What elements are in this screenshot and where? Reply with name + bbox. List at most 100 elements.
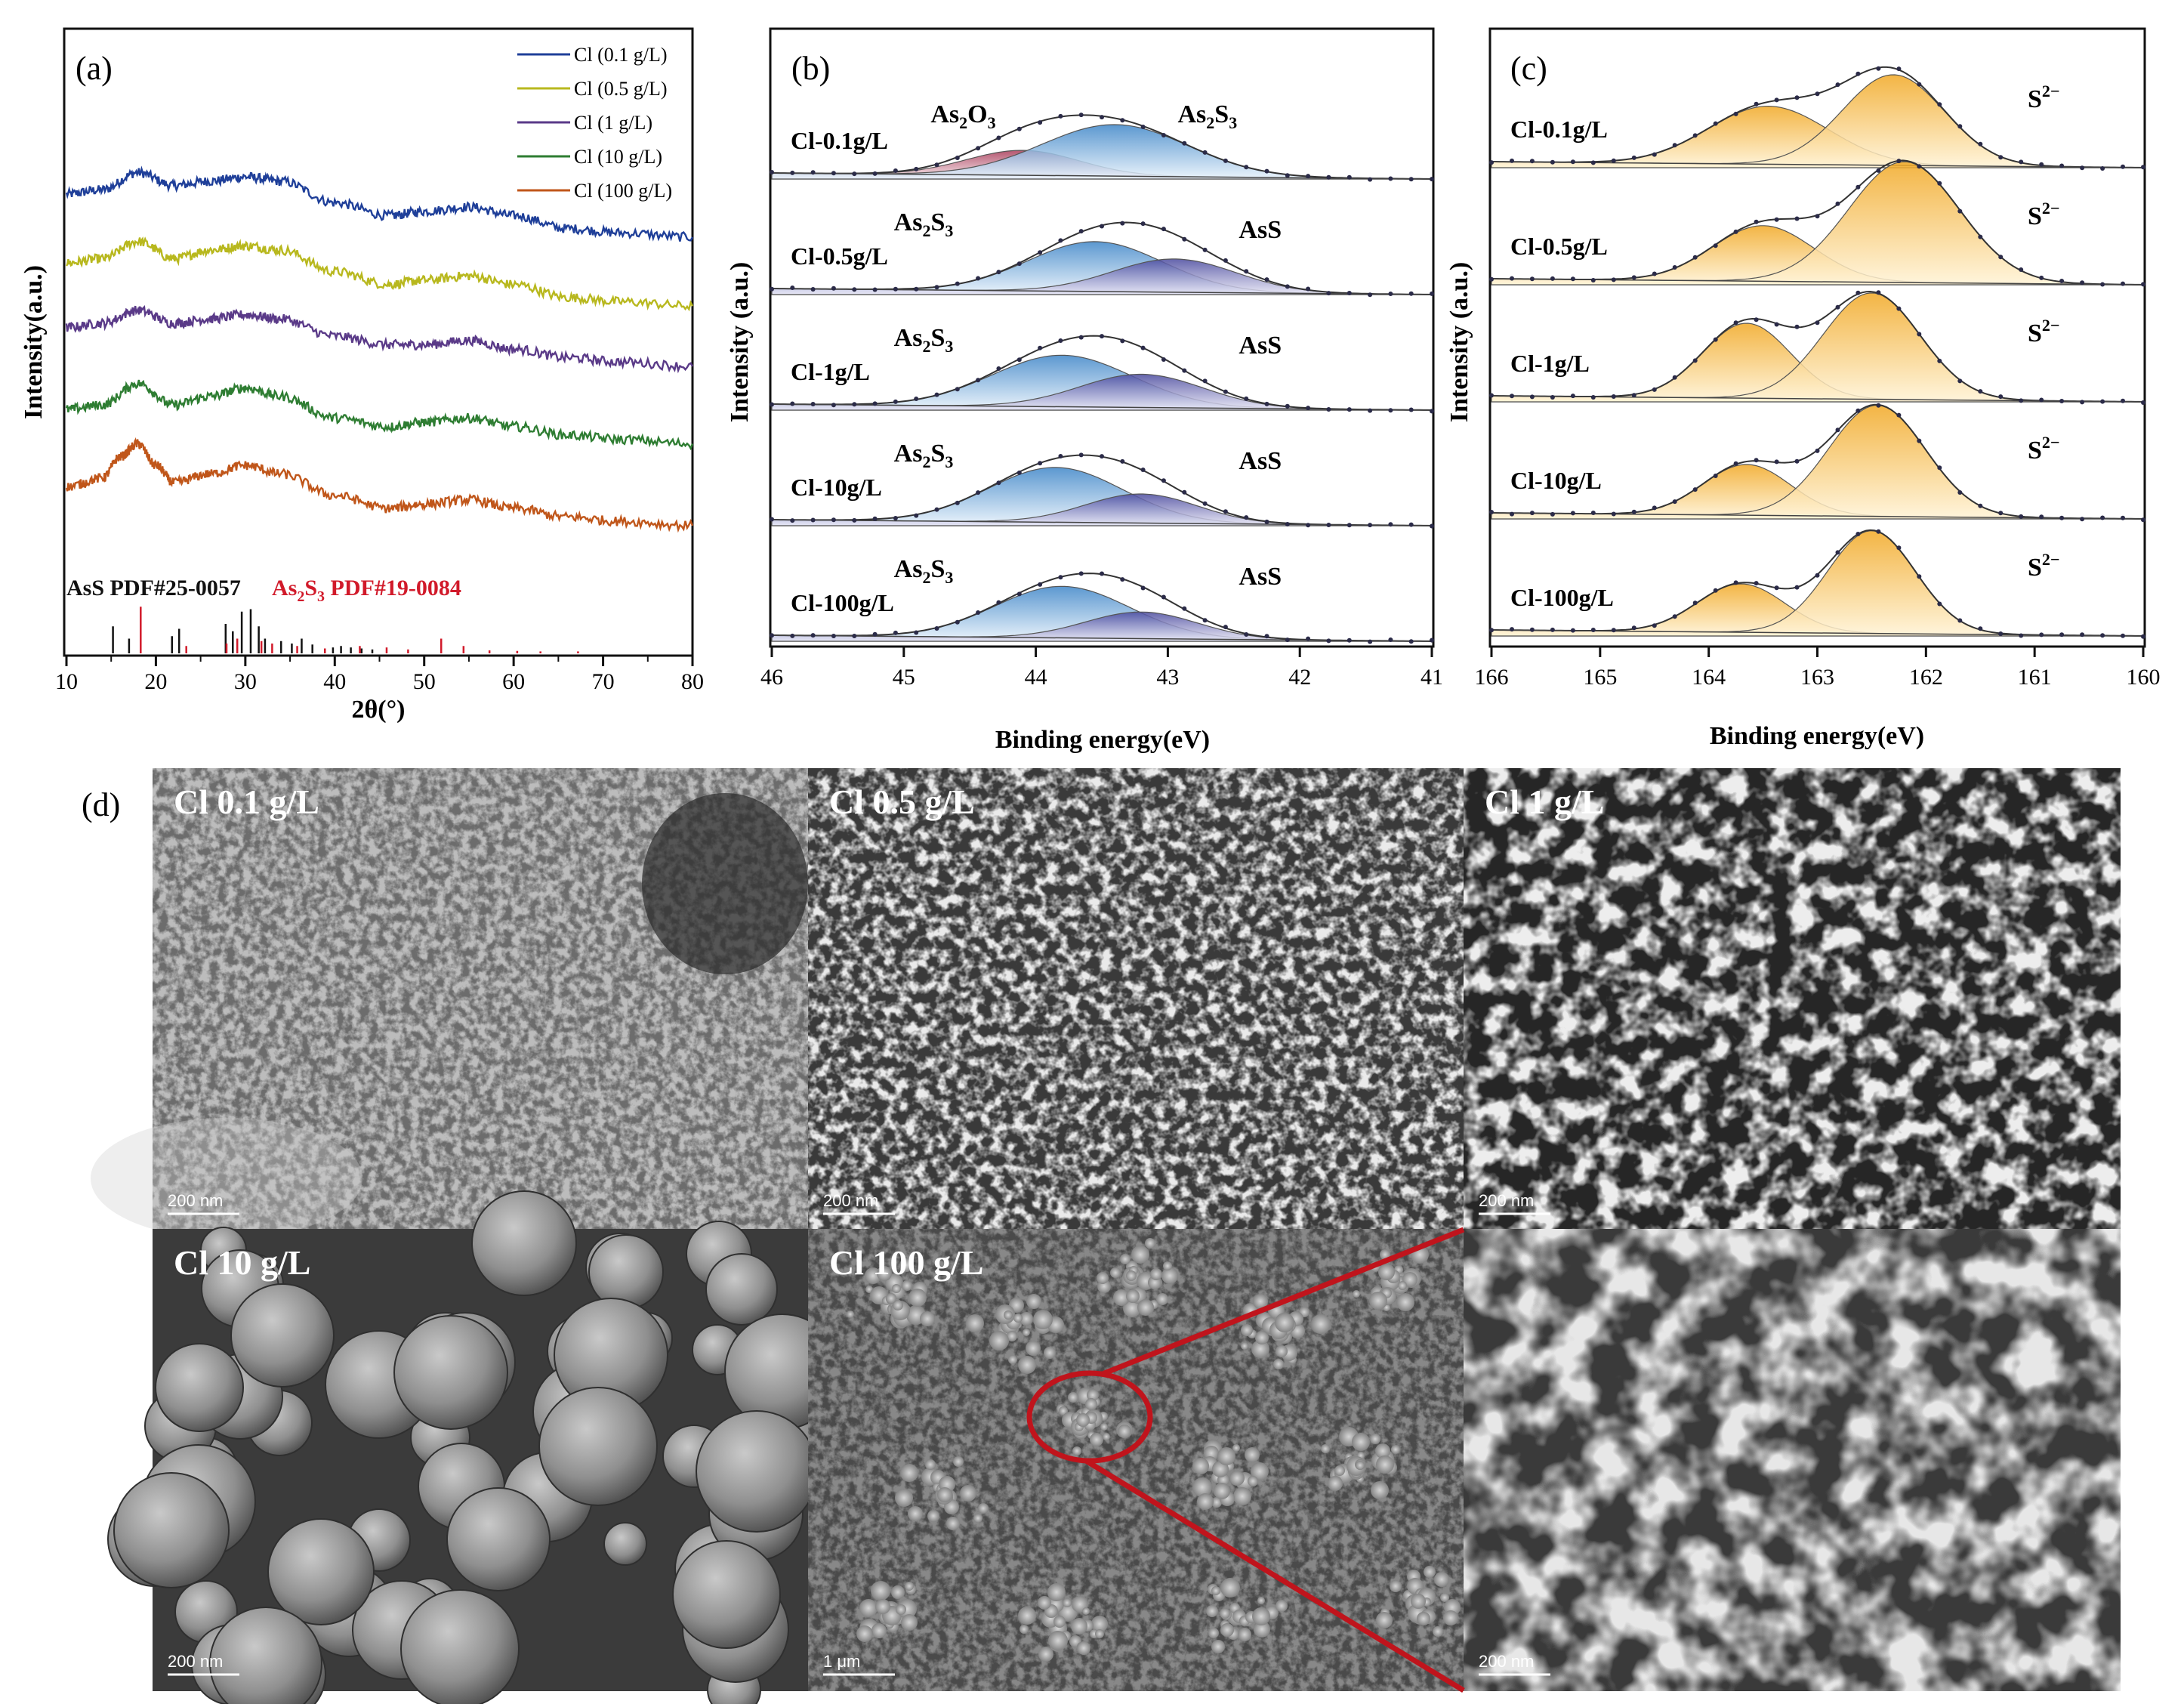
sem-cluster-particle	[1161, 1267, 1178, 1284]
data-point	[1876, 290, 1881, 295]
data-point	[1754, 581, 1759, 586]
data-point	[1774, 585, 1779, 591]
component-label: As2S3	[894, 208, 954, 240]
sem-cluster-particle	[925, 1459, 936, 1470]
data-point	[1957, 490, 1963, 495]
data-point	[1896, 545, 1902, 551]
sem-cluster-particle	[1163, 1261, 1172, 1270]
data-point	[1937, 358, 1942, 363]
data-point	[2121, 281, 2125, 286]
data-point	[1794, 585, 1800, 590]
xps-as-y-axis-title: Intensity (a.u.)	[726, 262, 754, 423]
x-tick-label: 42	[1288, 665, 1311, 690]
data-point	[1957, 208, 1963, 214]
sem-cluster-particle	[1391, 1445, 1400, 1454]
data-point	[1140, 345, 1146, 350]
sem-cluster-particle	[1229, 1471, 1245, 1486]
legend-label: Cl (1 g/L)	[574, 112, 652, 134]
data-point	[1264, 277, 1269, 282]
sem-cluster-particle	[1434, 1572, 1449, 1587]
data-point	[1652, 152, 1657, 157]
data-point	[1058, 238, 1063, 243]
sem-cluster-particle	[1417, 1612, 1430, 1625]
sem-cluster-particle	[1251, 1462, 1269, 1480]
data-point	[955, 500, 960, 505]
data-point	[1692, 255, 1698, 260]
data-point	[2080, 400, 2085, 405]
data-point	[1998, 511, 2004, 516]
data-point	[1388, 176, 1393, 181]
data-point	[1631, 625, 1636, 631]
data-point	[1408, 522, 1414, 527]
data-point	[1078, 113, 1084, 118]
sem-cluster-particle	[1390, 1580, 1402, 1592]
sem-cluster-particle	[1131, 1246, 1149, 1264]
data-point	[1285, 403, 1290, 409]
data-point	[1754, 101, 1759, 106]
fit-baseline	[1491, 161, 2144, 168]
fit-component	[1491, 161, 2144, 286]
data-point	[1306, 174, 1311, 179]
xrd-y-axis-title: Intensity(a.u.)	[20, 265, 48, 419]
data-point	[1631, 509, 1636, 514]
fit-baseline	[1491, 395, 2144, 403]
data-point	[1794, 95, 1800, 100]
data-point	[2100, 515, 2105, 520]
sem-cluster-particle	[1253, 1294, 1268, 1309]
sem-cluster-particle	[1376, 1612, 1393, 1628]
sem-cluster-particle	[899, 1258, 913, 1272]
x-tick-label: 166	[1475, 665, 1509, 690]
data-point	[1326, 523, 1331, 527]
data-point	[1100, 334, 1104, 339]
sem-cluster-particle	[1276, 1345, 1288, 1357]
x-tick-label: 80	[681, 669, 704, 694]
data-point	[1570, 276, 1575, 282]
sem-cluster-particle	[1018, 1607, 1036, 1625]
data-point	[1835, 304, 1840, 310]
data-point	[1876, 529, 1881, 534]
data-point	[976, 490, 981, 495]
sem-particle	[400, 1589, 520, 1704]
data-point	[1306, 523, 1311, 528]
sem-cluster-particle	[1120, 1254, 1131, 1264]
data-point	[1510, 394, 1514, 399]
data-point	[2039, 514, 2044, 520]
sem-cluster-particle	[1396, 1293, 1414, 1311]
data-point	[955, 387, 960, 392]
sem-cluster-particle	[1411, 1594, 1426, 1609]
sem-cluster-particle	[1047, 1583, 1066, 1601]
sem-cluster-particle	[901, 1614, 918, 1631]
xrd-series-line	[65, 236, 694, 312]
panel-label-b: (b)	[791, 50, 830, 87]
sem-cluster-particle	[1220, 1578, 1240, 1598]
sem-cluster-particle	[1311, 1314, 1331, 1334]
data-point	[1733, 229, 1738, 234]
data-point	[852, 171, 857, 177]
data-point	[1264, 401, 1269, 406]
data-point	[1835, 82, 1840, 88]
data-point	[2141, 165, 2145, 170]
data-point	[1408, 639, 1414, 644]
data-point	[1692, 600, 1698, 606]
sem-cluster-particle	[1334, 1465, 1345, 1476]
component-label: AsS	[1239, 332, 1282, 360]
data-point	[1161, 133, 1166, 137]
data-point	[1917, 574, 1922, 579]
sem-cluster-particle	[978, 1503, 989, 1514]
data-point	[1978, 503, 1983, 508]
data-point	[2100, 166, 2105, 171]
sem-cluster-particle	[1220, 1608, 1230, 1619]
data-point	[1855, 408, 1861, 413]
data-point	[1815, 320, 1820, 326]
data-point	[893, 516, 898, 520]
sem-particle	[471, 1190, 577, 1296]
data-point	[1368, 523, 1373, 528]
data-point	[1550, 511, 1555, 517]
data-point	[1815, 91, 1820, 97]
data-point	[1937, 601, 1942, 607]
data-point	[934, 507, 939, 512]
data-point	[914, 166, 919, 171]
data-point	[1978, 389, 1983, 394]
panel-label-a: (a)	[76, 50, 113, 87]
data-point	[2019, 514, 2024, 519]
